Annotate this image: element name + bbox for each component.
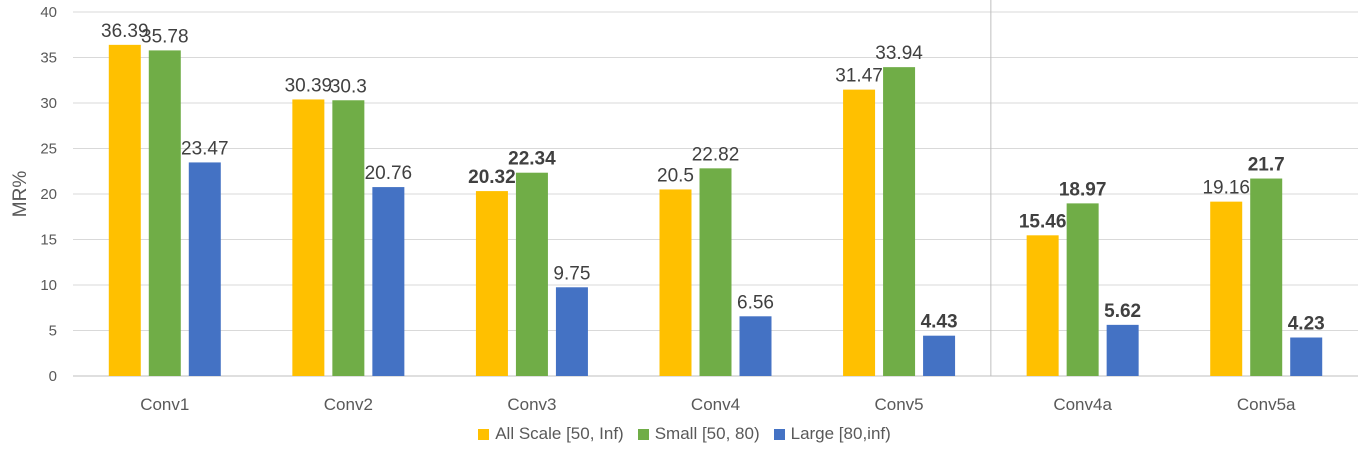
bar: [739, 316, 772, 376]
data-label: 18.97: [1059, 179, 1107, 200]
x-tick-label: Conv3: [507, 395, 556, 414]
legend-item-all-scale: All Scale [50, Inf): [478, 424, 624, 444]
data-label: 35.78: [141, 26, 189, 47]
data-label: 20.32: [468, 167, 516, 188]
y-tick-label: 25: [40, 141, 57, 158]
data-label: 4.43: [921, 312, 958, 333]
y-tick-label: 15: [40, 232, 57, 249]
bar: [843, 89, 876, 377]
bar: [1210, 201, 1243, 376]
bar: [659, 189, 692, 376]
bar: [1250, 178, 1283, 376]
data-label: 20.5: [657, 165, 694, 186]
bar: [1290, 337, 1323, 376]
data-label: 6.56: [737, 292, 774, 313]
bar: [372, 187, 405, 376]
bar: [515, 172, 548, 376]
data-label: 20.76: [365, 163, 413, 184]
data-label: 36.39: [101, 21, 149, 42]
bar: [475, 191, 508, 376]
data-label: 9.75: [553, 263, 590, 284]
y-tick-label: 5: [49, 323, 57, 340]
y-tick-label: 40: [40, 4, 57, 21]
data-label: 5.62: [1104, 301, 1141, 322]
legend-label-all-scale: All Scale [50, Inf): [495, 424, 624, 443]
legend-swatch-all-scale: [478, 428, 490, 440]
x-tick-label: Conv5a: [1237, 395, 1296, 414]
legend: All Scale [50, Inf) Small [50, 80) Large…: [0, 424, 1369, 444]
x-tick-label: Conv1: [140, 395, 189, 414]
data-label: 19.16: [1202, 178, 1250, 199]
data-label: 15.46: [1019, 211, 1067, 232]
legend-label-small: Small [50, 80): [654, 424, 760, 443]
y-tick-label: 0: [49, 368, 57, 385]
bar: [1026, 235, 1059, 376]
x-tick-label: Conv5: [875, 395, 924, 414]
legend-swatch-small: [637, 428, 649, 440]
bar: [1106, 324, 1139, 376]
data-label: 31.47: [835, 66, 883, 87]
bar: [883, 67, 916, 377]
x-tick-label: Conv4a: [1053, 395, 1112, 414]
y-tick-label: 35: [40, 50, 57, 67]
bar: [292, 99, 325, 377]
bar: [555, 287, 588, 376]
data-label: 30.3: [330, 76, 367, 97]
data-label: 30.39: [285, 75, 333, 96]
legend-swatch-large: [773, 428, 785, 440]
bar: [188, 162, 221, 376]
bar: [332, 100, 365, 377]
bar: [923, 335, 956, 376]
bar: [148, 50, 181, 376]
x-tick-label: Conv2: [324, 395, 373, 414]
bar: [108, 44, 141, 376]
data-label: 23.47: [181, 138, 229, 159]
bar: [1066, 203, 1099, 376]
y-tick-label: 20: [40, 186, 57, 203]
y-tick-label: 10: [40, 277, 57, 294]
x-tick-label: Conv4: [691, 395, 740, 414]
data-label: 22.82: [692, 144, 740, 165]
data-label: 22.34: [508, 149, 556, 170]
data-label: 21.7: [1248, 155, 1285, 176]
legend-item-small: Small [50, 80): [637, 424, 760, 444]
legend-item-large: Large [80,inf): [773, 424, 891, 444]
y-axis-title: MR%: [10, 171, 31, 218]
y-tick-label: 30: [40, 95, 57, 112]
data-label: 33.94: [875, 43, 923, 64]
bar: [699, 168, 732, 376]
data-label: 4.23: [1288, 314, 1325, 335]
legend-label-large: Large [80,inf): [790, 424, 891, 443]
